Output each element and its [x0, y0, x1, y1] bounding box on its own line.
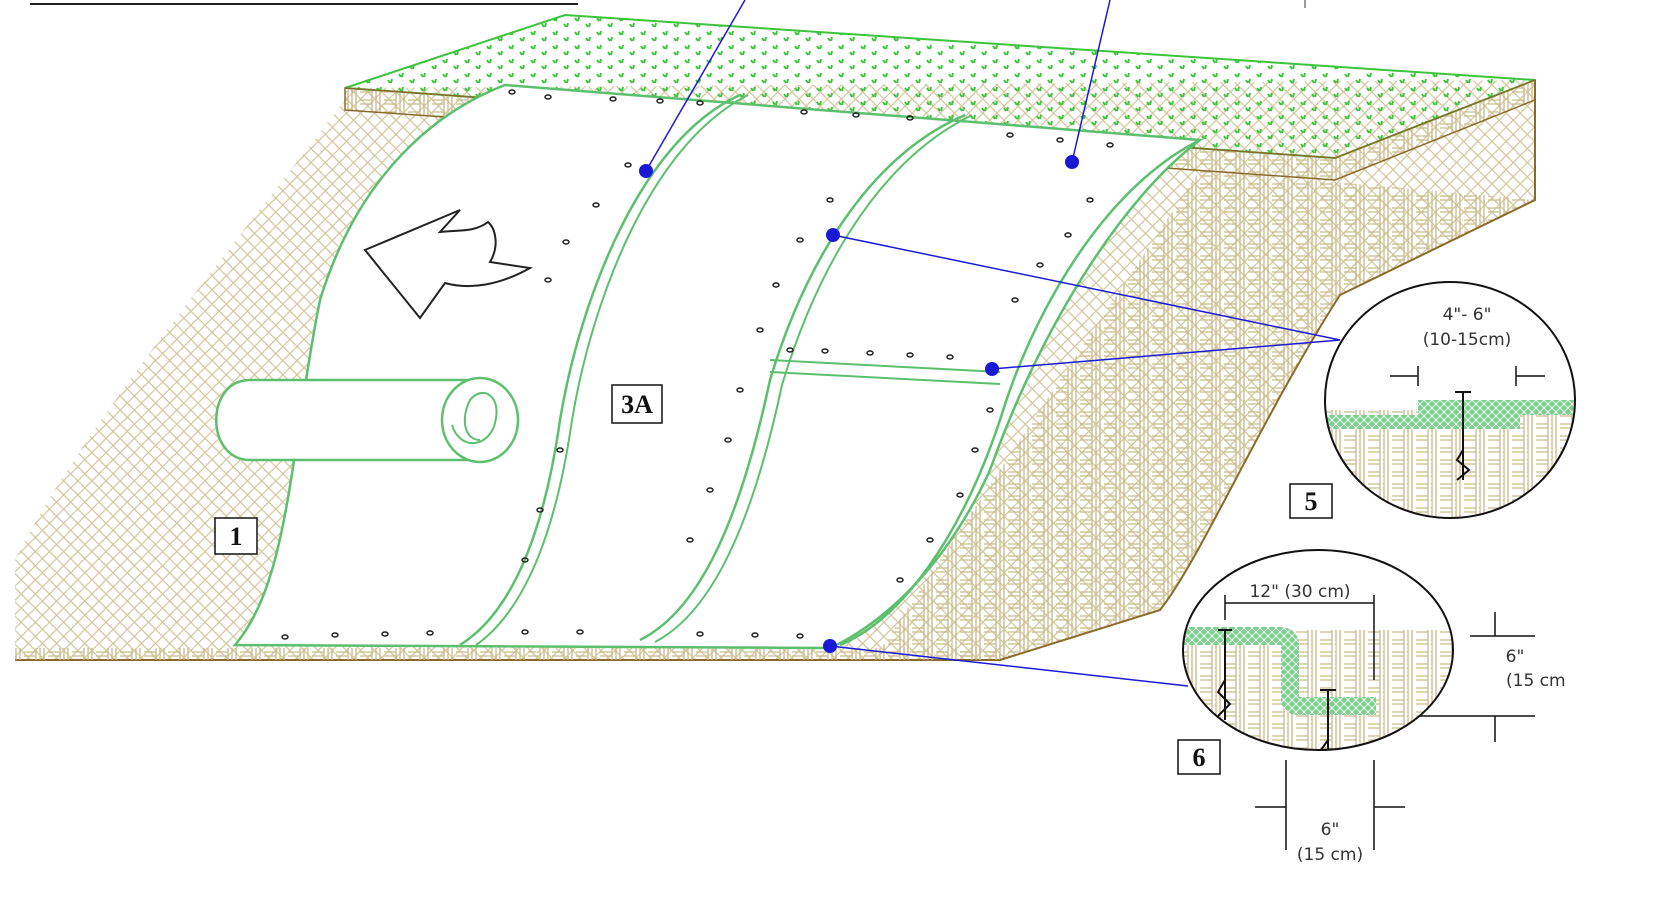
- seam: [654, 114, 973, 643]
- ground-cut: [880, 170, 1535, 660]
- dimension: 12" (30 cm): [1249, 582, 1350, 602]
- seam: [475, 94, 749, 646]
- ground-edge: [15, 80, 1536, 661]
- seam: [639, 113, 966, 642]
- detail-5-view: [1325, 391, 1575, 518]
- detail-6-circle: [1182, 549, 1454, 751]
- roll: [215, 378, 482, 462]
- ground-strip: [15, 648, 1000, 660]
- dimension: (15 cm): [1297, 845, 1363, 865]
- seam: [459, 93, 741, 647]
- dimension: (15 cm: [1506, 671, 1566, 691]
- label-boxes: [214, 384, 1333, 775]
- roll-end: [440, 376, 520, 464]
- callout-dots: [639, 155, 1079, 653]
- dim-lines: [1390, 366, 1545, 386]
- label: 1: [230, 522, 243, 551]
- dimension: 6": [1321, 820, 1340, 840]
- staples: [281, 89, 1114, 640]
- dimension: (10-15cm): [1423, 330, 1512, 350]
- cross-seam: [769, 359, 1001, 385]
- callout-lines: [645, 0, 1341, 687]
- seam: [839, 138, 1201, 647]
- blanket: [232, 83, 1204, 650]
- label: 5: [1305, 487, 1318, 516]
- dimension: 4"- 6": [1443, 305, 1492, 325]
- dimension: 6": [1506, 647, 1525, 667]
- label: 3A: [621, 390, 653, 419]
- roll-spiral: [451, 392, 498, 444]
- detail-5-circle: [1324, 281, 1576, 519]
- direction-arrow: [363, 209, 534, 320]
- label: 6: [1193, 743, 1206, 772]
- grass-face: [344, 78, 1536, 181]
- dim-lines: [1224, 595, 1535, 850]
